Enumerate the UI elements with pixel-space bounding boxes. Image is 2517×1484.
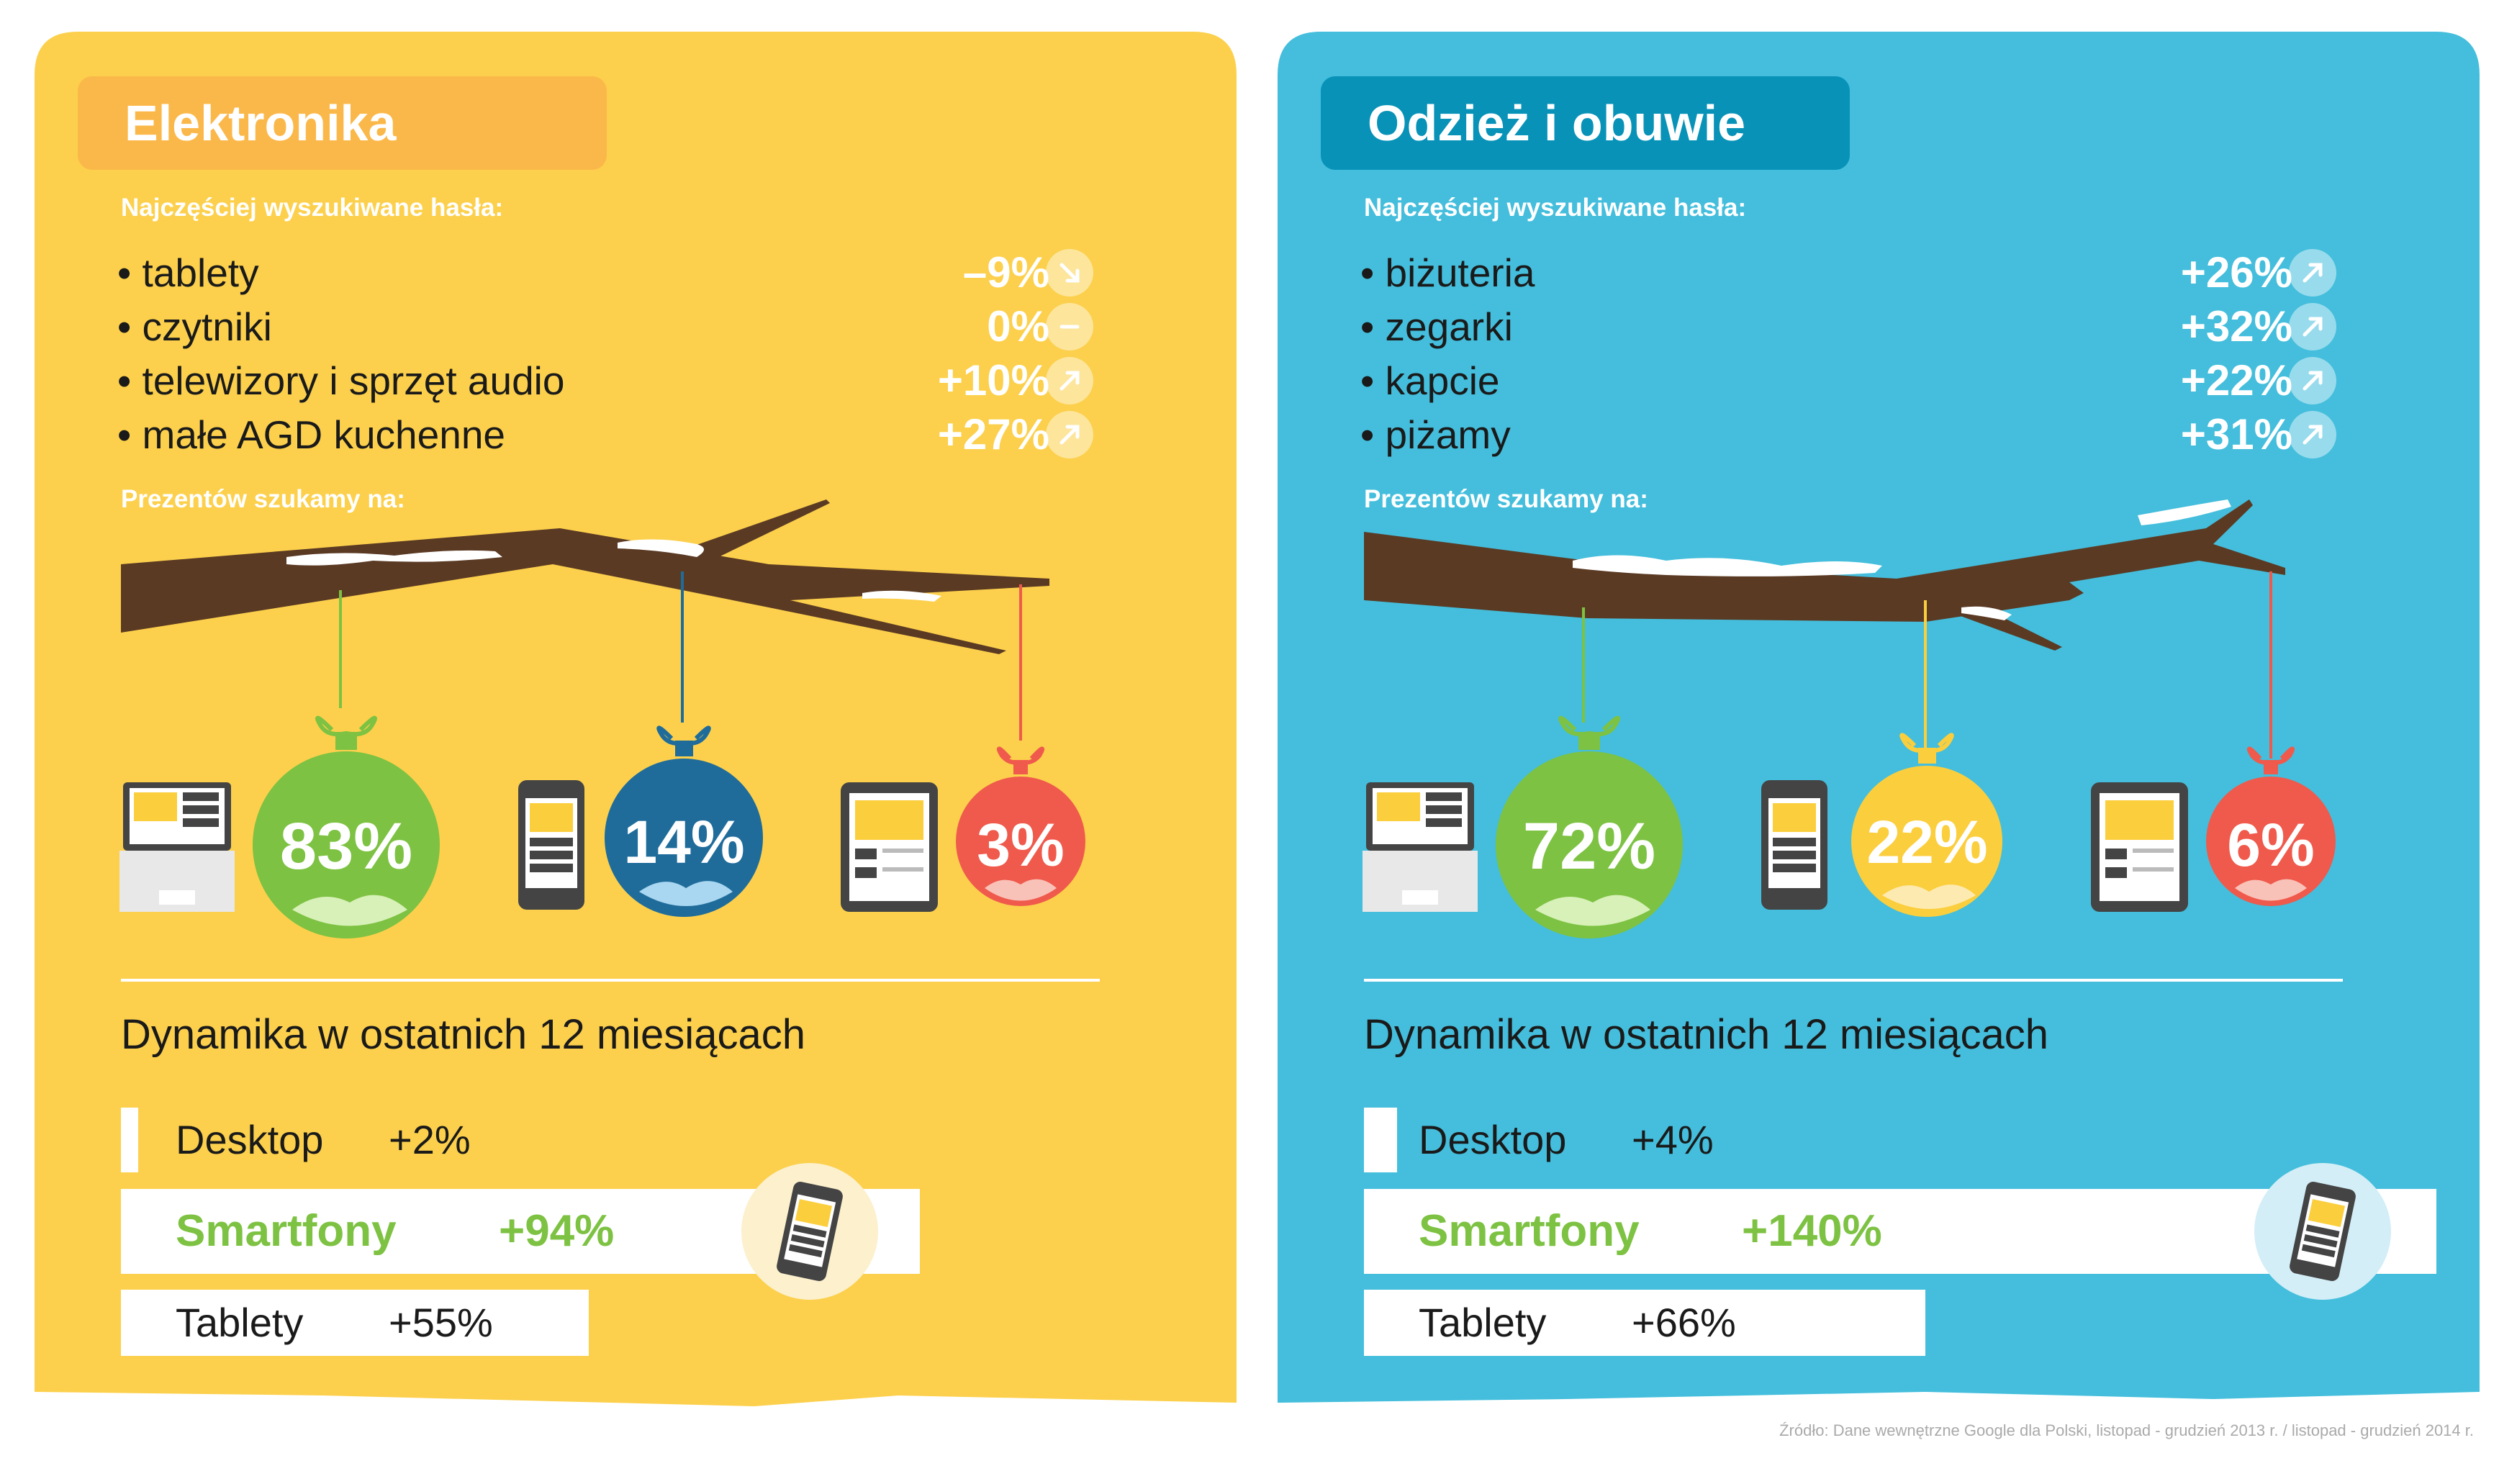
term-label: • piżamy — [1360, 412, 1511, 457]
term-pct: +31% — [2180, 410, 2292, 458]
term-label: • kapcie — [1360, 358, 1500, 403]
up-arrow-icon — [2289, 303, 2336, 350]
device-share: 22% — [1866, 808, 1988, 876]
dynamics-value: +66% — [1632, 1300, 1736, 1345]
tablet-icon — [2091, 782, 2188, 912]
smartphone-badge — [741, 1163, 878, 1300]
divider — [121, 979, 1100, 982]
term-pct: 0% — [987, 302, 1049, 350]
term-label: • biżuteria — [1360, 250, 1535, 295]
dynamics-value: +4% — [1632, 1117, 1714, 1162]
panel-title: Odzież i obuwie — [1321, 76, 1850, 170]
dynamics-label: Tablety — [1419, 1300, 1547, 1345]
gifts-label: Prezentów szukamy na: — [121, 485, 405, 513]
term-label: • małe AGD kuchenne — [117, 412, 505, 457]
device-share: 72% — [1522, 810, 1656, 883]
dynamics-label: Tablety — [176, 1300, 304, 1345]
tablet-icon — [841, 782, 938, 912]
term-label: • tablety — [117, 250, 259, 295]
branch-illustration — [121, 499, 1049, 741]
term-pct: +27% — [937, 410, 1049, 458]
term-pct: +22% — [2180, 356, 2292, 404]
up-arrow-icon — [2289, 357, 2336, 404]
ornament-ball — [2206, 746, 2336, 906]
ornament-ball — [1496, 715, 1683, 938]
searches-label: Najczęściej wyszukiwane hasła: — [1364, 194, 1747, 222]
panel-background — [1278, 32, 2480, 1403]
tablety-bar — [1364, 1290, 1925, 1356]
divider — [1364, 979, 2343, 982]
dynamics-value: +94% — [499, 1206, 615, 1256]
term-pct: +10% — [937, 356, 1049, 404]
dynamics-value: +2% — [389, 1117, 471, 1162]
ornament-ball — [1851, 733, 2002, 917]
smartphone-icon — [1761, 780, 1827, 910]
panel-background — [35, 32, 1237, 1406]
dynamics-value: +140% — [1742, 1206, 1882, 1256]
tablety-bar — [121, 1290, 589, 1356]
up-arrow-icon — [2289, 249, 2336, 297]
term-label: • czytniki — [117, 304, 272, 349]
laptop-icon — [1363, 782, 1478, 912]
smartphone-icon — [777, 1182, 843, 1281]
device-share: 83% — [279, 810, 413, 883]
device-share: 14% — [623, 808, 745, 876]
desktop-bar — [1364, 1108, 1397, 1172]
term-label: • zegarki — [1360, 304, 1513, 349]
term-label: • telewizory i sprzęt audio — [117, 358, 565, 403]
desktop-bar — [121, 1108, 138, 1172]
source-note: Źródło: Dane wewnętrzne Google dla Polsk… — [1779, 1421, 2474, 1439]
device-share: 3% — [977, 811, 1065, 879]
dynamics-label: Desktop — [176, 1117, 324, 1162]
dynamics-value: +55% — [389, 1300, 493, 1345]
branch-illustration — [1364, 499, 2285, 759]
dynamics-title: Dynamika w ostatnich 12 miesiącach — [1364, 1011, 2048, 1058]
panel-title: Elektronika — [78, 76, 607, 170]
smartphone-badge — [2254, 1163, 2391, 1300]
device-share: 6% — [2227, 811, 2315, 879]
panel-elektronika: Elektronika Najczęściej wyszukiwane hasł… — [35, 32, 1237, 1421]
down-arrow-icon — [1046, 249, 1093, 297]
smartphone-icon — [2290, 1182, 2356, 1281]
up-arrow-icon — [1046, 357, 1093, 404]
laptop-icon — [119, 782, 235, 912]
up-arrow-icon — [2289, 411, 2336, 458]
ornament-ball — [253, 715, 440, 938]
term-pct: +32% — [2180, 302, 2292, 350]
up-arrow-icon — [1046, 411, 1093, 458]
dash-icon — [1046, 303, 1093, 350]
term-pct: +26% — [2180, 248, 2292, 297]
ornament-ball — [956, 746, 1085, 906]
dynamics-label: Smartfony — [176, 1206, 397, 1256]
searches-label: Najczęściej wyszukiwane hasła: — [121, 194, 504, 222]
dynamics-title: Dynamika w ostatnich 12 miesiącach — [121, 1011, 805, 1058]
term-pct: –9% — [962, 248, 1049, 297]
gifts-label: Prezentów szukamy na: — [1364, 485, 1648, 513]
dynamics-label: Desktop — [1419, 1117, 1567, 1162]
dynamics-label: Smartfony — [1419, 1206, 1640, 1256]
panel-odziez: Odzież i obuwie Najczęściej wyszukiwane … — [1278, 32, 2480, 1421]
smartphone-icon — [518, 780, 584, 910]
ornament-ball — [605, 725, 763, 917]
